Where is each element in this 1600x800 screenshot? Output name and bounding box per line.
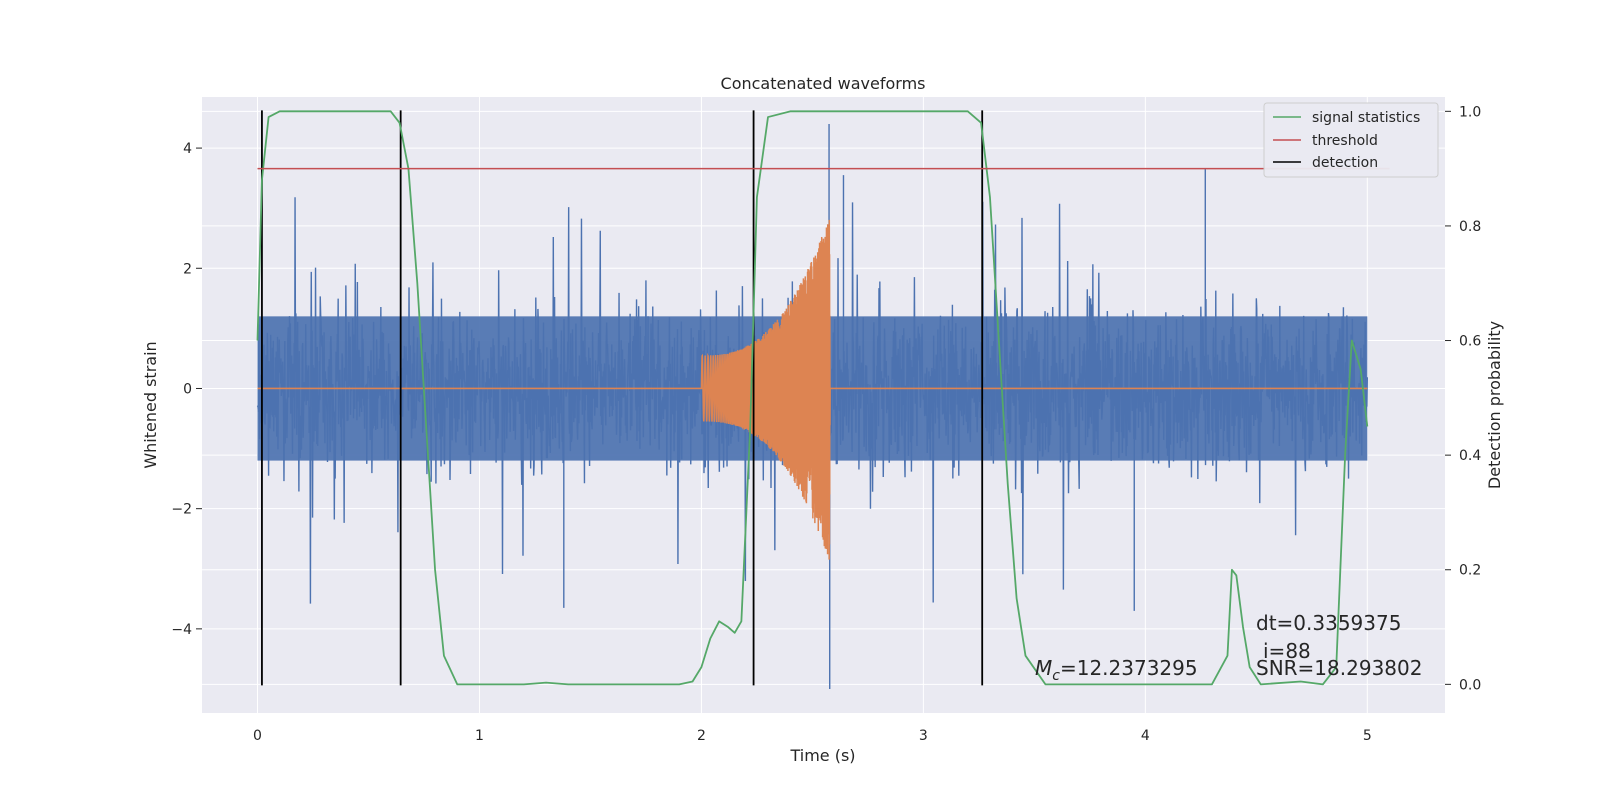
legend-box: [1263, 102, 1439, 178]
x-tick-label: 1: [475, 728, 484, 744]
y-tick-label: −2: [171, 502, 192, 518]
x-tick-label: 3: [919, 728, 928, 744]
y-tick-label: 4: [183, 141, 192, 157]
x-tick-label: 2: [697, 728, 706, 744]
y2-axis-title: Detection probability: [1485, 321, 1504, 489]
legend-label-threshold: threshold: [1312, 133, 1378, 149]
annotation-chirp-mass-value: =12.2373295: [1060, 656, 1198, 680]
y2-tick-label: 0.0: [1459, 677, 1481, 693]
annotation-chirp-mass: Mc=12.2373295: [1035, 656, 1198, 684]
legend-label-detection: detection: [1312, 155, 1378, 171]
annotation-dt: dt=0.3359375: [1256, 611, 1401, 635]
chart-title: Concatenated waveforms: [721, 74, 926, 93]
y2-tick-label: 0.8: [1459, 219, 1481, 235]
template-chirp: [700, 219, 831, 560]
x-tick-label: 0: [253, 728, 262, 744]
template-series: [257, 219, 1368, 560]
annotation-chirp-mass-subscript: c: [1052, 668, 1060, 684]
y-tick-label: −4: [171, 622, 192, 638]
x-tick-label: 5: [1363, 728, 1372, 744]
y2-tick-label: 0.6: [1459, 334, 1481, 350]
annotation-chirp-mass-symbol: M: [1035, 656, 1052, 680]
y-tick-label: 2: [183, 261, 192, 277]
signal-statistics-line: [256, 110, 1369, 686]
signal-statistics-series: [256, 110, 1369, 686]
x-axis-title: Time (s): [789, 746, 855, 765]
legend: signal statistics threshold detection: [1263, 102, 1439, 178]
x-tick-label: 4: [1141, 728, 1150, 744]
y2-tick-label: 0.2: [1459, 563, 1481, 579]
y2-tick-label: 1.0: [1459, 104, 1481, 120]
y-axis-title: Whitened strain: [141, 341, 160, 468]
axis-ticks: 0 1 2 3 4 5 −4 −2 0 2 4 0.0 0.2 0.4 0.6 0.8 1.0: [171, 104, 1481, 744]
annotation-i: i=88: [1263, 639, 1311, 663]
y-tick-label: 0: [183, 381, 192, 397]
y2-tick-label: 0.4: [1459, 448, 1481, 464]
annotation-snr: SNR=18.293802: [1256, 656, 1422, 680]
annotations: dt=0.3359375 i=88 Mc=12.2373295 SNR=18.2…: [1035, 611, 1422, 684]
legend-label-signal-statistics: signal statistics: [1312, 110, 1420, 126]
